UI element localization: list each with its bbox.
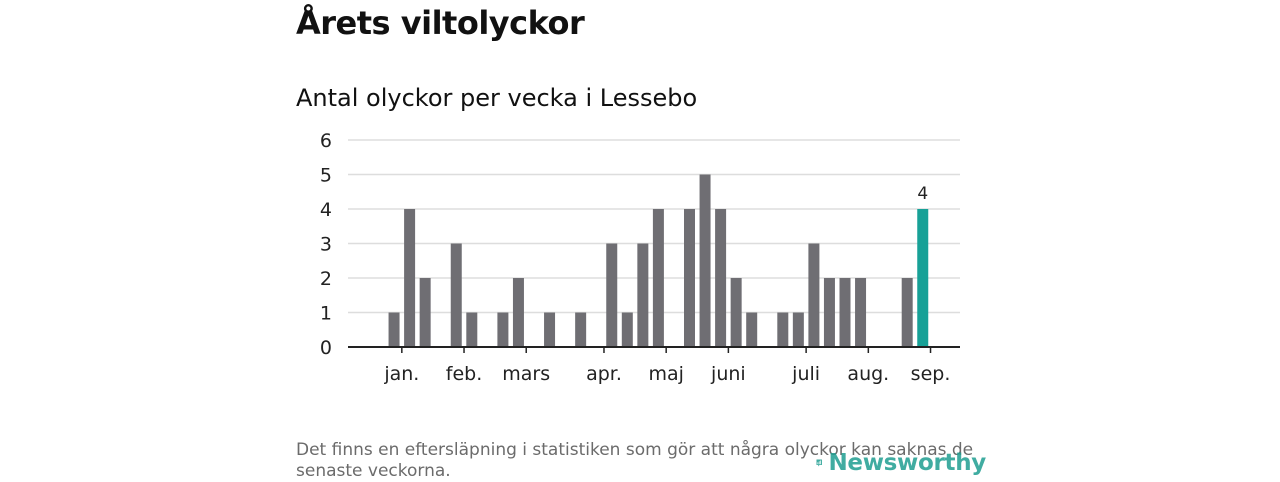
y-tick-label: 4 — [320, 199, 332, 221]
y-tick-label: 3 — [320, 234, 332, 256]
bar — [419, 278, 431, 347]
y-tick-label: 2 — [320, 268, 332, 290]
chart-subtitle: Antal olyckor per vecka i Lessebo — [296, 84, 698, 112]
bar — [450, 243, 462, 347]
chart-title: Årets viltolyckor — [296, 4, 585, 42]
bar — [792, 312, 804, 347]
bar — [823, 278, 835, 347]
bar-chart-badge-icon — [816, 459, 822, 467]
bar — [730, 278, 742, 347]
bar — [606, 243, 618, 347]
bar — [512, 278, 524, 347]
bar — [684, 209, 695, 347]
bar — [715, 209, 727, 347]
bar — [652, 209, 664, 347]
bar — [637, 243, 649, 347]
highlight-bar — [917, 209, 929, 347]
x-tick-label: apr. — [586, 363, 622, 385]
x-tick-label: maj — [648, 363, 683, 385]
x-tick-label: feb. — [446, 363, 482, 385]
y-tick-label: 6 — [320, 130, 332, 152]
y-tick-label: 5 — [320, 165, 332, 187]
x-tick-label: juli — [791, 363, 820, 385]
y-tick-label: 0 — [320, 337, 332, 359]
data-label: 4 — [917, 184, 928, 204]
footnote: Det finns en eftersläpning i statistiken… — [296, 440, 974, 481]
bar — [808, 243, 820, 347]
bar — [497, 312, 509, 347]
bar — [404, 209, 416, 347]
bar — [699, 174, 711, 347]
bar — [746, 312, 758, 347]
bar — [621, 312, 633, 347]
x-tick-label: aug. — [847, 363, 889, 385]
brand-name: Newsworthy — [828, 450, 986, 476]
bar — [901, 278, 913, 347]
bar — [544, 312, 556, 347]
y-tick-label: 1 — [320, 303, 332, 325]
x-tick-label: jan. — [383, 363, 419, 385]
bar — [466, 312, 478, 347]
bar — [388, 312, 400, 347]
x-tick-label: juni — [710, 363, 746, 385]
bar — [855, 278, 867, 347]
bar — [575, 312, 587, 347]
x-tick-label: mars — [502, 363, 550, 385]
bar-chart: 0 1 2 3 4 5 6 4 jan. feb. mars apr. maj juni juli aug. s… — [320, 130, 960, 385]
brand-logo: Newsworthy — [816, 446, 986, 480]
bar — [839, 278, 851, 347]
bar — [777, 312, 789, 347]
x-tick-label: sep. — [911, 363, 951, 385]
